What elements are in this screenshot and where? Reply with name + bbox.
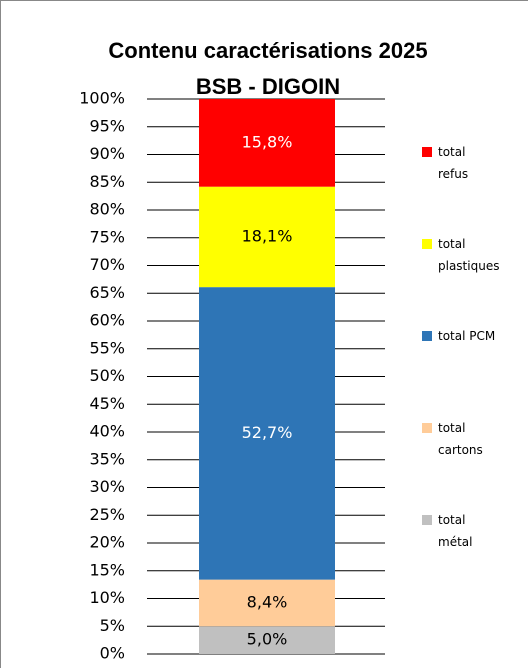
data-label: 15,8% bbox=[242, 132, 293, 151]
bars: 5,0% 8,4% 52,7% 18,1% 15,8% bbox=[199, 99, 335, 654]
y-tick-label: 50% bbox=[89, 366, 125, 385]
y-tick-label: 95% bbox=[89, 116, 125, 135]
legend-label: total métal bbox=[438, 513, 473, 549]
data-label: 18,1% bbox=[242, 226, 293, 245]
y-tick-label: 35% bbox=[89, 449, 125, 468]
legend-swatch bbox=[422, 147, 432, 157]
y-tick-label: 25% bbox=[89, 505, 125, 524]
y-tick-label: 100% bbox=[79, 89, 125, 108]
chart-title: BSB - DIGOIN bbox=[196, 74, 340, 99]
bar-segment bbox=[199, 186, 335, 288]
y-tick-label: 0% bbox=[100, 644, 125, 663]
y-tick-label: 90% bbox=[89, 144, 125, 163]
data-label: 5,0% bbox=[247, 630, 288, 649]
y-tick-label: 85% bbox=[89, 172, 125, 191]
y-tick-label: 20% bbox=[89, 533, 125, 552]
bar-segment bbox=[199, 287, 335, 580]
data-label: 8,4% bbox=[247, 592, 288, 611]
y-tick-label: 65% bbox=[89, 283, 125, 302]
bar-segment bbox=[199, 579, 335, 627]
bar-segment bbox=[199, 626, 335, 654]
y-tick-label: 75% bbox=[89, 227, 125, 246]
y-tick-label: 55% bbox=[89, 338, 125, 357]
legend-swatch bbox=[422, 331, 432, 341]
y-tick-label: 80% bbox=[89, 200, 125, 219]
chart-title: Contenu caractérisations 2025 bbox=[108, 38, 427, 63]
y-tick-label: 60% bbox=[89, 311, 125, 330]
y-tick-label: 70% bbox=[89, 255, 125, 274]
y-tick-label: 40% bbox=[89, 422, 125, 441]
legend-label: total cartons bbox=[438, 421, 483, 457]
y-tick-label: 30% bbox=[89, 477, 125, 496]
y-tick-label: 45% bbox=[89, 394, 125, 413]
y-tick-label: 5% bbox=[100, 616, 125, 635]
legend-label: total PCM bbox=[438, 329, 496, 343]
legend-swatch bbox=[422, 423, 432, 433]
legend-label: total refus bbox=[438, 145, 469, 181]
y-tick-label: 15% bbox=[89, 560, 125, 579]
legend-swatch bbox=[422, 239, 432, 249]
legend-label: total plastiques bbox=[438, 237, 500, 273]
y-tick-label: 10% bbox=[89, 588, 125, 607]
data-label: 52,7% bbox=[242, 423, 293, 442]
legend-swatch bbox=[422, 515, 432, 525]
bar-segment bbox=[199, 99, 335, 187]
